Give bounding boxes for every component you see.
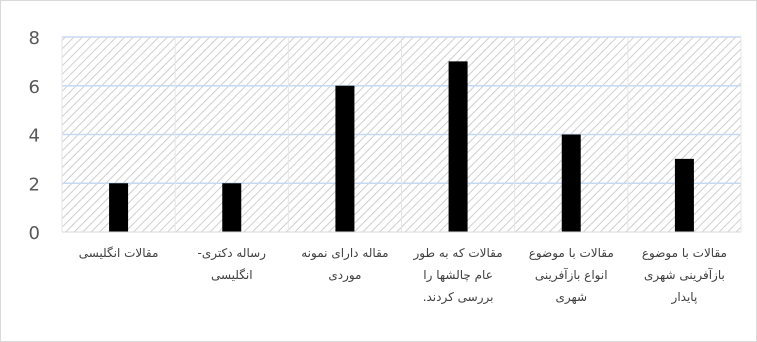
x-tick-label-line: انگلیسی [211,268,253,282]
x-tick-label-line: مقاله دارای نمونه [301,246,388,261]
y-tick-label: 8 [29,28,40,49]
x-axis-labels: مقالات انگلیسی رساله دکتری- انگلیسی مقاله د… [79,246,727,305]
category-dividers [61,37,742,232]
x-tick-label: مقالات که به طور عام چالشها را بررسی کردند… [412,246,502,305]
bar [109,183,129,232]
x-tick-label-line: بازآفرینی شهری [644,267,725,283]
y-tick-label: 2 [29,174,40,195]
x-tick-label-line: مقالات با موضوع [642,246,727,261]
y-tick-label: 0 [29,223,40,244]
y-axis-ticks: 0 2 4 6 8 [29,28,40,244]
y-tick-label: 4 [29,126,40,147]
x-tick-label: مقالات با موضوع انواع بازآفرینی شهری [529,246,614,305]
x-tick-label-line: رساله دکتری- [198,246,267,261]
x-tick-label-line: مقالات که به طور [412,246,502,261]
bars [109,61,694,232]
bar [561,134,581,232]
x-tick-label: مقاله دارای نمونه موردی [301,246,388,283]
bar [448,61,468,232]
x-tick-label-line: انواع بازآفرینی [535,267,608,283]
x-tick-label-line: شهری [555,290,587,305]
bar [335,85,355,232]
x-tick-label-line: پایدار [671,290,698,305]
x-tick-label: رساله دکتری- انگلیسی [198,246,267,282]
x-tick-label: مقالات انگلیسی [79,246,159,260]
x-tick-label-line: مقالات با موضوع [529,246,614,261]
bar [674,158,694,232]
x-tick-label-line: عام چالشها را [423,268,493,283]
y-tick-label: 6 [29,77,40,98]
x-tick-label-line: مقالات انگلیسی [79,246,159,260]
x-tick-label-line: موردی [328,268,361,283]
x-tick-label: مقالات با موضوع بازآفرینی شهری پایدار [642,246,727,305]
bar [222,183,242,232]
x-tick-label-line: بررسی کردند. [423,290,494,305]
